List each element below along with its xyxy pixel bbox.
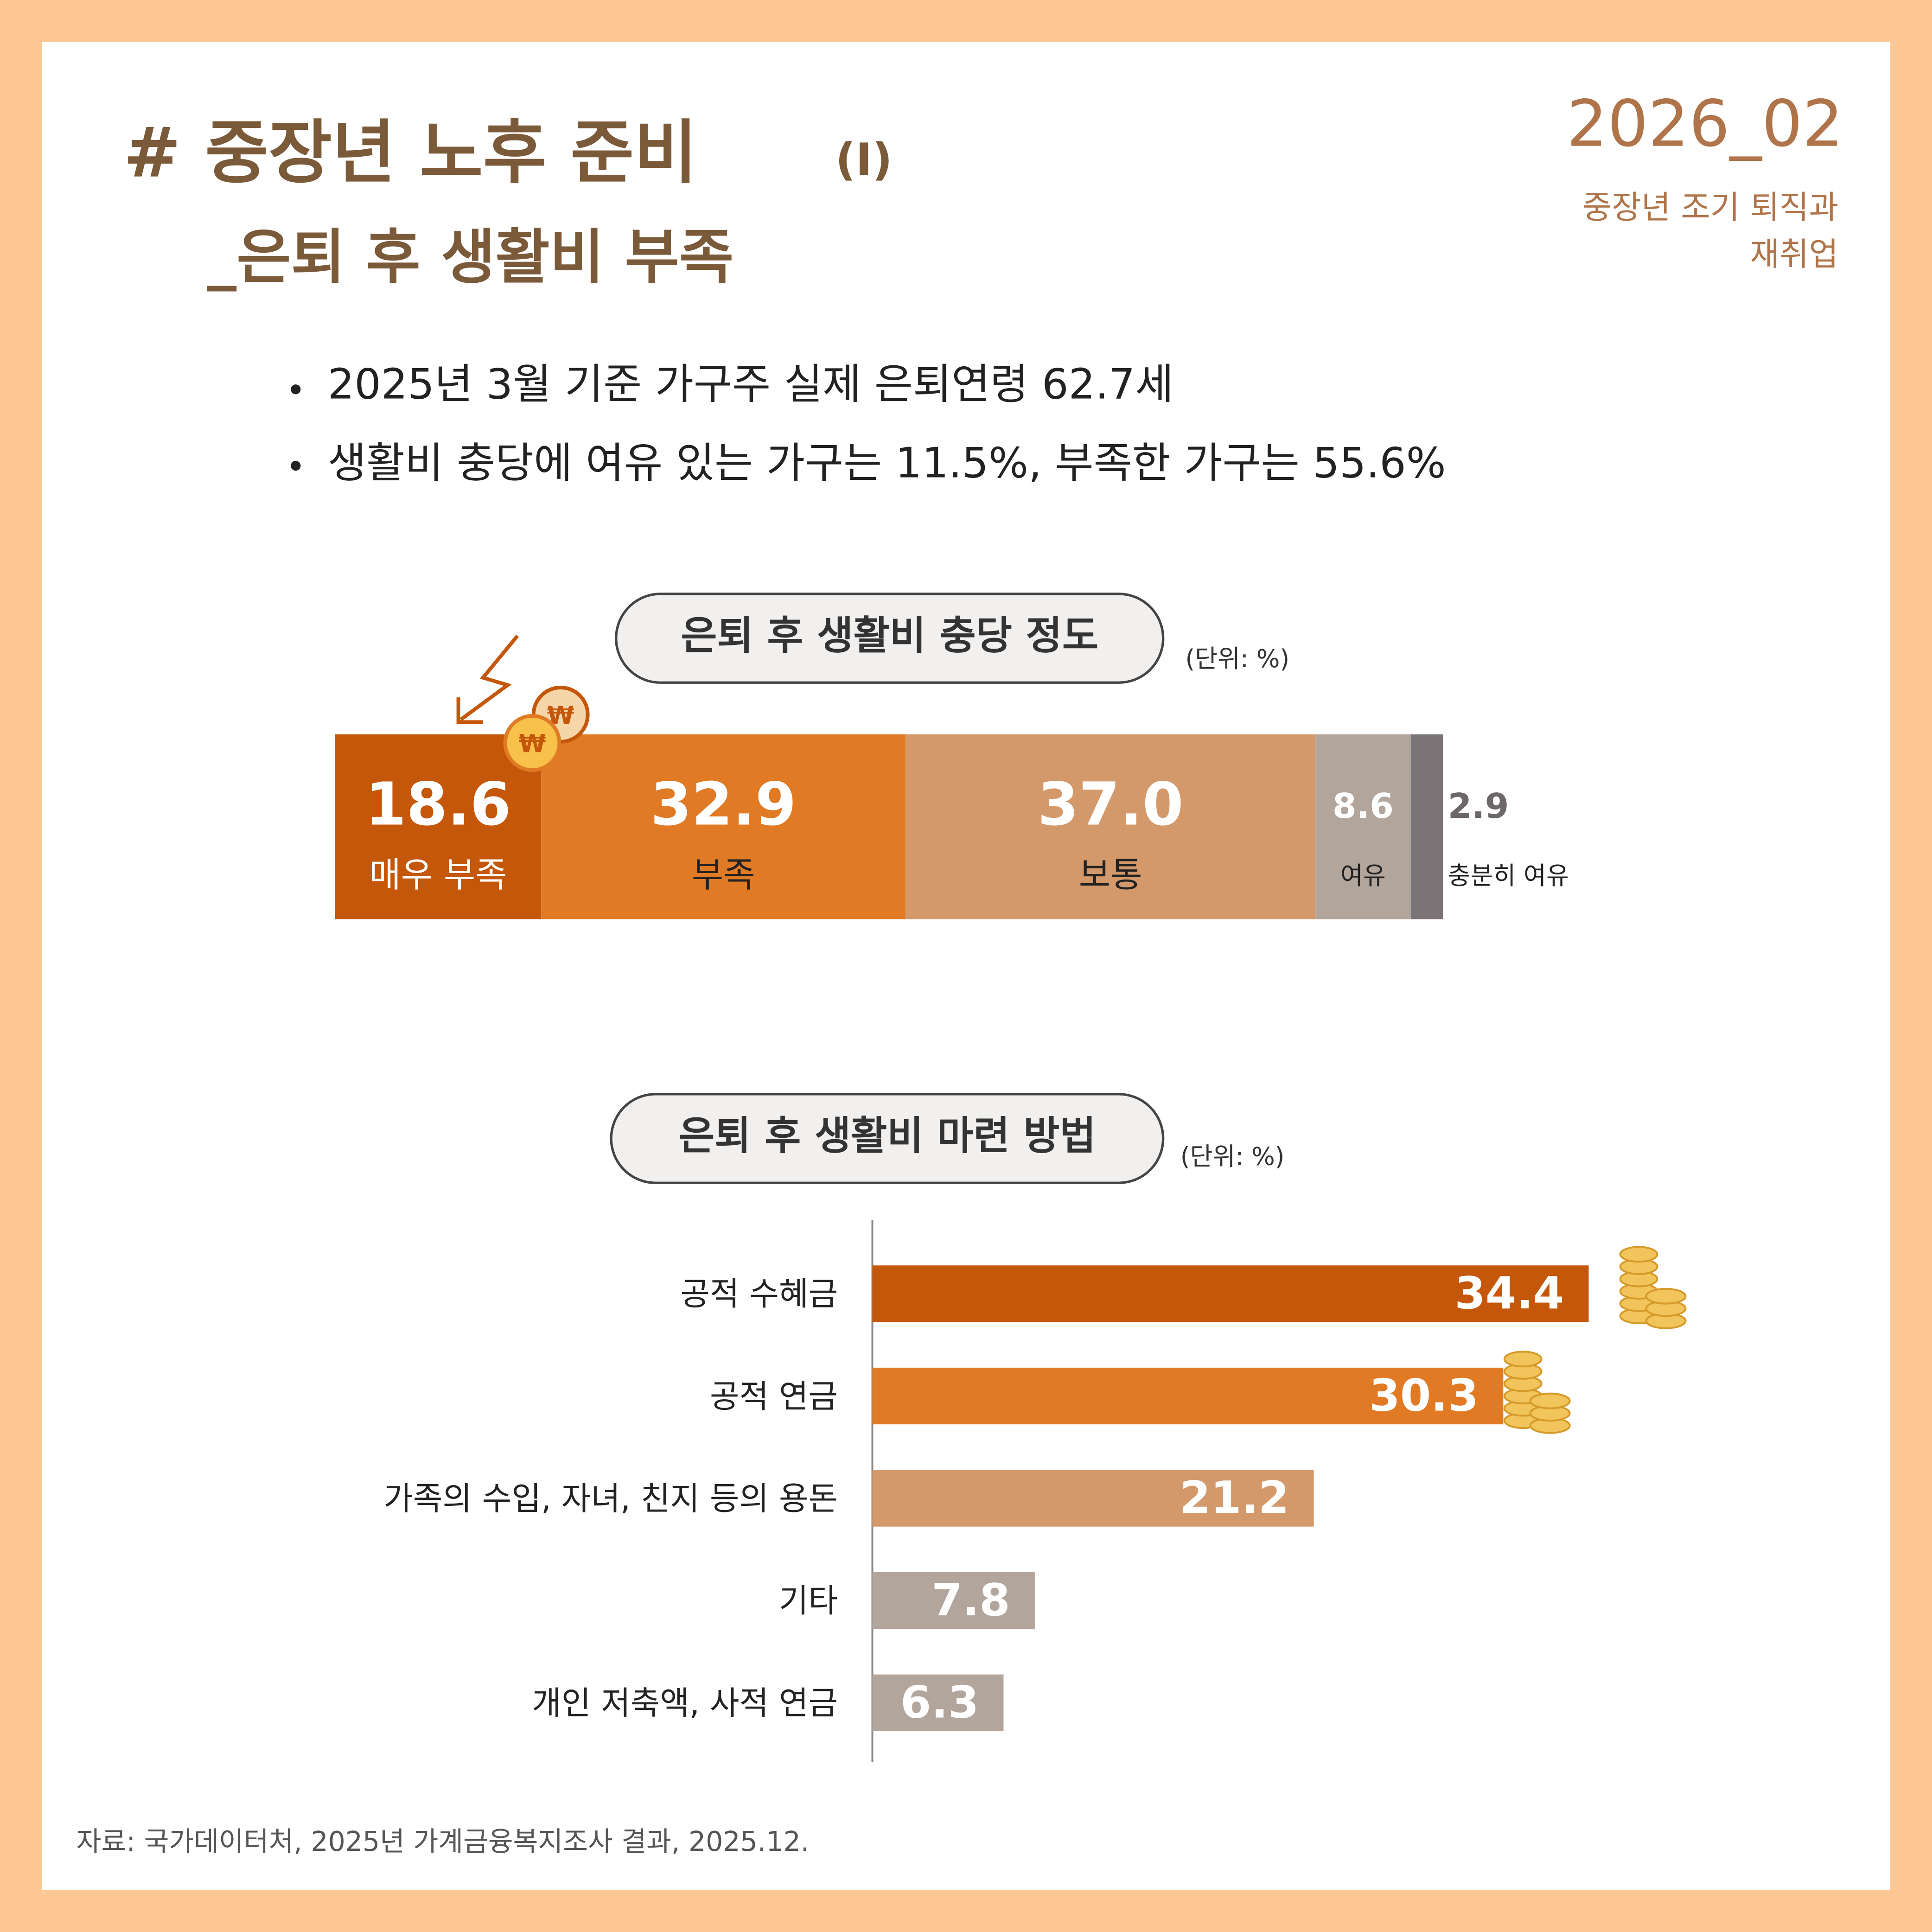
bar: [872, 1674, 1004, 1731]
data-label: 21.2: [1180, 1472, 1289, 1524]
chart-title-pill: [615, 593, 1165, 684]
bar-segment: [905, 734, 1316, 919]
bar: [872, 1470, 1314, 1527]
bar-segment: [335, 734, 542, 919]
bar: [872, 1572, 1035, 1629]
bar: [872, 1367, 1504, 1425]
issue: 2026_02: [1567, 86, 1843, 161]
decor-won-coin: ₩ ₩: [503, 685, 590, 772]
chart-title: 은퇴 후 생활비 충당 정도: [681, 613, 1098, 659]
chart-title-pill: [610, 1093, 1165, 1184]
bar-segment: [1315, 734, 1411, 919]
decor-arrow: [456, 634, 519, 724]
decor-coins: [1503, 1246, 1687, 1434]
bar-chart: 공적 수혜금 34.4 공적 연금 30.3 가족의 수입, 자녀, 친지 등의 용돈 2…: [383, 1219, 1589, 1762]
data-label: 7.8: [931, 1574, 1010, 1626]
category-label: 기타: [779, 1582, 838, 1620]
bar-segment: [541, 734, 906, 919]
data-label: 18.6: [365, 770, 511, 839]
series-name: 중장년 조기 퇴직과: [1582, 189, 1838, 226]
legend-label: 보통: [1079, 855, 1142, 895]
data-label: 34.4: [1454, 1267, 1564, 1319]
category-label: 개인 저축액, 사적 연금: [532, 1685, 838, 1722]
bar: [872, 1265, 1589, 1322]
title: # 중장년 노후 준비: [123, 113, 697, 193]
subtitle: _은퇴 후 생활비 부족: [207, 223, 733, 292]
category-label: 공적 연금: [710, 1378, 838, 1415]
bullet-dot: [291, 460, 301, 471]
chart-title: 은퇴 후 생활비 마련 방법: [678, 1113, 1096, 1159]
bar-segment: [1410, 734, 1443, 919]
legend-label: 충분히 여유: [1448, 861, 1569, 890]
data-label: 2.9: [1448, 786, 1509, 826]
data-label: 6.3: [900, 1676, 979, 1728]
bullet: 생활비 충당에 여유 있는 가구는 11.5%, 부족한 가구는 55.6%: [328, 439, 1446, 487]
source: 자료: 국가데이터처, 2025년 가계금융복지조사 결과, 2025.12.: [77, 1826, 810, 1857]
legend-label: 여유: [1340, 861, 1386, 890]
data-label: 30.3: [1369, 1370, 1479, 1422]
legend-label: 부족: [692, 855, 755, 895]
data-label: 8.6: [1333, 786, 1394, 826]
category-label: 공적 수혜금: [680, 1276, 838, 1313]
svg-text:₩: ₩: [519, 729, 546, 758]
stacked-bar-chart: 18.6 매우 부족 32.9 부족 37.0 보통 8.6 여유 2.9 충분히 여유: [335, 734, 1569, 919]
legend-label: 매우 부족: [369, 855, 507, 895]
data-label: 37.0: [1038, 770, 1184, 839]
bullet-dot: [291, 384, 301, 395]
unit: (단위: %): [1186, 644, 1290, 673]
unit: (단위: %): [1180, 1142, 1285, 1171]
series-name: 재취업: [1750, 236, 1838, 273]
bullet: 2025년 3월 기준 가구주 실제 은퇴연령 62.7세: [328, 360, 1174, 408]
data-label: 32.9: [650, 770, 797, 839]
category-label: 가족의 수입, 자녀, 친지 등의 용돈: [383, 1480, 838, 1518]
title-mark: (Ⅰ): [835, 134, 893, 185]
